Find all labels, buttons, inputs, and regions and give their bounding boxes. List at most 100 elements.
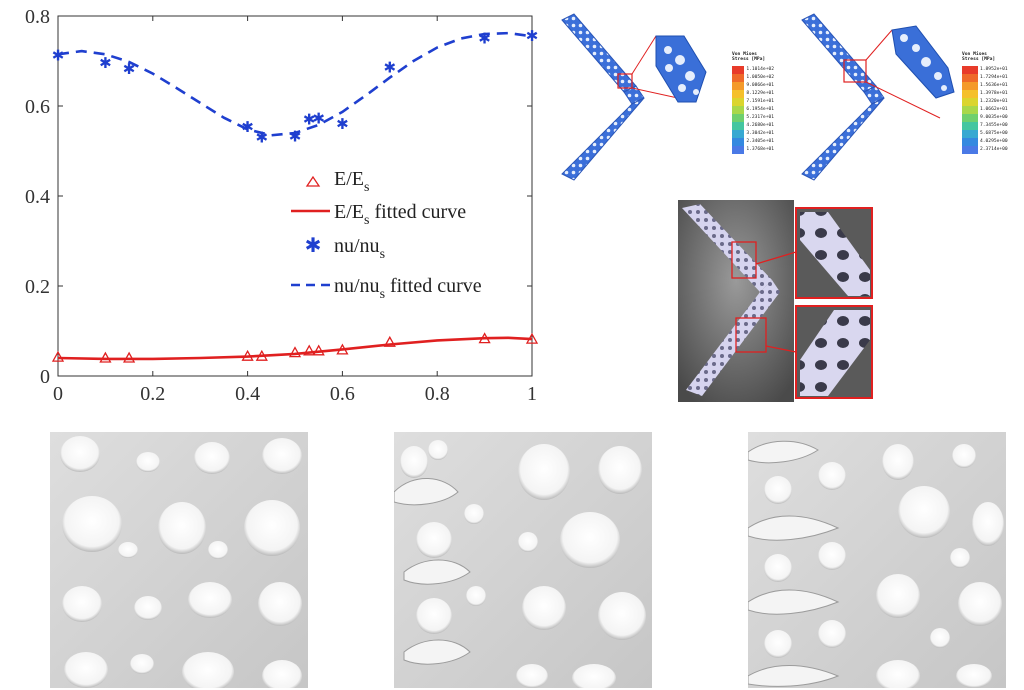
stress-value: 4.2680e+01: [746, 122, 774, 128]
stress-value: 5.2317e+01: [746, 114, 774, 120]
stress-value: 1.8952e+01: [980, 66, 1008, 72]
legend-label-nu-fit: nu/nus fitted curve: [334, 275, 482, 302]
data-point: ✱: [336, 115, 349, 133]
upper-arm-shape: [561, 13, 637, 93]
data-point: ✱: [241, 118, 254, 136]
series-line: [57, 336, 533, 361]
specimen-lower-arm: [686, 280, 780, 396]
highlight-box: [617, 73, 633, 89]
data-point: ✱: [526, 27, 539, 45]
data-point: [122, 351, 136, 363]
fea-simulation-right: Von Mises Stress [MPa] 1.8952e+01 1.7294e…: [796, 8, 1024, 188]
stress-scale-row: 1.1014e+02: [732, 65, 774, 74]
stress-scale-row: 7.3455e+00: [962, 121, 1020, 130]
fea-mesh-right: [801, 13, 955, 181]
stress-color-swatch: [732, 65, 745, 74]
legend-marker-e: [305, 175, 321, 187]
stress-value: 1.7294e+01: [980, 74, 1008, 80]
zoom-detail-top: [795, 207, 873, 299]
stress-scale-row: 3.3042e+01: [732, 129, 774, 138]
stress-scale-row: 1.3978e+01: [962, 89, 1020, 98]
stress-scale-row: 9.0866e+01: [732, 81, 774, 90]
stress-scale-row: 1.0050e+02: [732, 73, 774, 82]
stress-scale-row: 4.2680e+01: [732, 121, 774, 130]
printed-specimen-photo: [678, 200, 874, 402]
stress-scale-row: 1.3768e+01: [732, 145, 774, 154]
y-tick-label: 0.8: [25, 6, 50, 28]
data-point: [383, 335, 396, 347]
data-point: ✱: [303, 111, 316, 129]
stress-value: 9.0035e+00: [980, 114, 1008, 120]
y-tick-label: 0.6: [25, 96, 50, 118]
data-point: ✱: [384, 58, 397, 76]
stress-scale-row: 5.6875e+00: [962, 129, 1020, 138]
stress-scale-row: 4.0295e+00: [962, 137, 1020, 146]
stress-scale-row: 1.5636e+01: [962, 81, 1020, 90]
stress-color-swatch: [962, 105, 978, 114]
stress-value: 5.6875e+00: [980, 130, 1008, 136]
callout-line: [865, 81, 941, 119]
x-tick-label: 0.2: [140, 383, 165, 405]
stress-color-swatch: [962, 137, 978, 146]
lattice-pores: [748, 440, 1004, 688]
callout-line: [631, 35, 657, 75]
stress-legend-title: Stress [MPa]: [732, 57, 766, 63]
data-point: [51, 350, 65, 362]
chart-axes: 0 0.2 0.4 0.6 0.8 1 0 0.2 0.4 0.6 0.8: [25, 6, 537, 405]
stress-scale-row: 2.3405e+01: [732, 137, 774, 146]
stress-color-swatch: [732, 97, 745, 106]
callout-arrow: [765, 345, 797, 353]
stress-legend-title: Von Mises: [732, 52, 757, 57]
stress-color-swatch: [962, 145, 978, 154]
data-point: ✱: [312, 109, 325, 127]
legend-marker-nu: ✱: [305, 233, 322, 257]
chart-legend: E/Es E/Es fitted curve ✱ nu/nus nu/nus f…: [291, 168, 482, 302]
data-point: [303, 344, 316, 356]
stress-scale-row: 2.3714e+00: [962, 145, 1020, 154]
stress-value: 2.3405e+01: [746, 138, 774, 144]
stress-value: 1.0050e+02: [746, 74, 774, 80]
x-tick-label: 0: [53, 383, 63, 405]
stress-color-swatch: [732, 73, 745, 82]
photo-background: [678, 200, 794, 402]
chart-panel: 0 0.2 0.4 0.6 0.8 1 0 0.2 0.4 0.6 0.8 ✱ ✱ ✱ ✱ ✱ ✱ ✱ ✱ ✱ ✱ ✱ ✱…: [0, 0, 550, 420]
series-line: [57, 31, 533, 137]
stress-scale-row: 1.8952e+01: [962, 65, 1020, 74]
stress-scale: 1.8952e+01 1.7294e+01 1.5636e+01 1.3978e+01…: [962, 65, 1020, 154]
stress-legend-right: Von Mises Stress [MPa] 1.8952e+01 1.7294e…: [962, 52, 1020, 154]
lattice-render-1: [50, 432, 308, 688]
stress-legend-title: Stress [MPa]: [962, 57, 996, 63]
x-tick-label: 1: [527, 383, 537, 405]
stress-legend-title: Von Mises: [962, 52, 987, 57]
data-point: [288, 346, 302, 358]
stress-color-swatch: [962, 73, 978, 82]
stress-color-swatch: [962, 81, 978, 90]
stress-value: 1.0662e+01: [980, 106, 1008, 112]
x-tick-label: 0.8: [425, 383, 450, 405]
stress-color-swatch: [732, 89, 745, 98]
lattice-render-2: [394, 432, 652, 688]
highlight-box: [843, 59, 867, 83]
x-tick-label: 0.4: [235, 383, 260, 405]
y-tick-label: 0: [40, 366, 50, 388]
legend-label-nu: nu/nus: [334, 235, 385, 262]
highlight-box: [735, 317, 767, 353]
chart-series: ✱ ✱ ✱✱✱ ✱✱✱ ✱✱✱ ✱: [51, 27, 539, 363]
lattice-pores: [394, 440, 646, 688]
y-tick-label: 0.4: [25, 186, 50, 208]
stress-value: 9.0866e+01: [746, 82, 774, 88]
stress-value: 1.3978e+01: [980, 90, 1008, 96]
stress-color-swatch: [962, 129, 978, 138]
stress-value: 6.1954e+01: [746, 106, 774, 112]
stress-color-swatch: [732, 105, 745, 114]
stress-value: 1.5636e+01: [980, 82, 1008, 88]
specimen-upper-arm: [682, 204, 772, 292]
stress-scale-row: 1.0662e+01: [962, 105, 1020, 114]
stress-value: 1.1014e+02: [746, 66, 774, 72]
stress-value: 4.0295e+00: [980, 138, 1008, 144]
stress-value: 7.1591e+01: [746, 98, 774, 104]
stress-scale-row: 9.0035e+00: [962, 113, 1020, 122]
zoom-view: [891, 25, 955, 99]
stress-color-swatch: [732, 81, 745, 90]
stress-value: 2.3714e+00: [980, 146, 1008, 152]
